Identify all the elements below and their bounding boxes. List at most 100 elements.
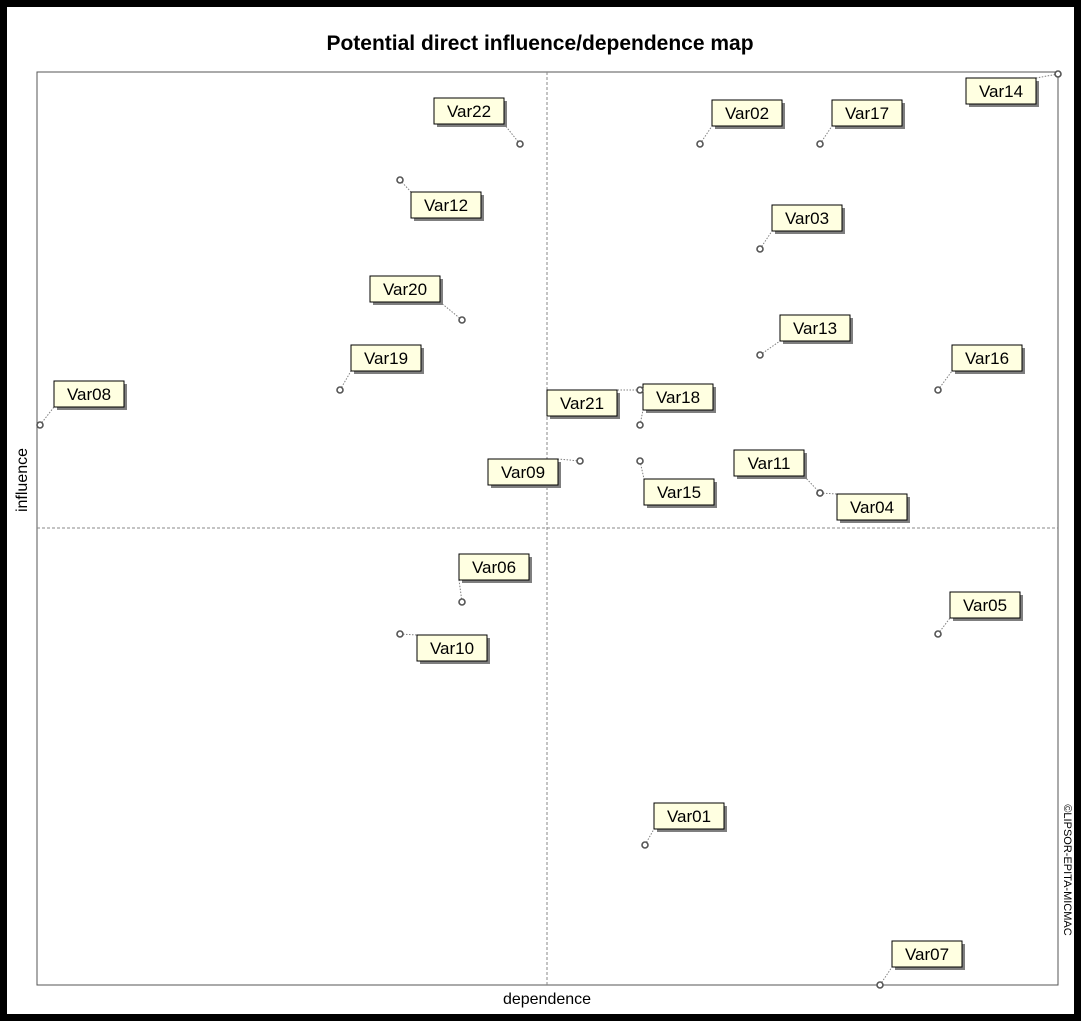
point-label: Var07 bbox=[905, 945, 949, 964]
data-point-var04: Var04 bbox=[816, 489, 910, 523]
chart-svg: Potential direct influence/dependence ma… bbox=[14, 32, 1073, 1008]
label-box bbox=[458, 553, 530, 581]
leader-line bbox=[639, 409, 644, 426]
label-box bbox=[487, 458, 559, 486]
point-label: Var22 bbox=[447, 102, 491, 121]
point-label: Var12 bbox=[424, 196, 468, 215]
leader-line bbox=[439, 301, 463, 321]
label-box bbox=[643, 478, 715, 506]
point-label: Var15 bbox=[657, 483, 701, 502]
point-marker bbox=[1054, 70, 1062, 78]
point-label: Var10 bbox=[430, 639, 474, 658]
point-marker bbox=[458, 598, 466, 606]
point-marker bbox=[396, 176, 404, 184]
data-point-var02: Var02 bbox=[696, 99, 785, 148]
data-point-var20: Var20 bbox=[369, 275, 466, 324]
point-label: Var03 bbox=[785, 209, 829, 228]
point-marker bbox=[641, 841, 649, 849]
data-point-var05: Var05 bbox=[934, 591, 1023, 638]
y-axis-label: influence bbox=[14, 448, 31, 512]
data-point-var03: Var03 bbox=[756, 204, 845, 253]
data-point-var15: Var15 bbox=[636, 457, 717, 508]
leader-line bbox=[503, 123, 521, 145]
point-marker bbox=[934, 386, 942, 394]
label-box bbox=[546, 389, 618, 417]
leader-line bbox=[759, 340, 781, 356]
data-point-var11: Var11 bbox=[733, 449, 824, 497]
label-box bbox=[891, 940, 963, 968]
point-marker bbox=[36, 421, 44, 429]
label-box bbox=[771, 204, 843, 232]
point-label: Var04 bbox=[850, 498, 894, 517]
label-box bbox=[779, 314, 851, 342]
point-label: Var17 bbox=[845, 104, 889, 123]
point-label: Var06 bbox=[472, 558, 516, 577]
label-box bbox=[965, 77, 1037, 105]
label-box bbox=[53, 380, 125, 408]
data-point-var13: Var13 bbox=[756, 314, 853, 359]
data-point-var18: Var18 bbox=[636, 383, 716, 429]
label-box bbox=[433, 97, 505, 125]
label-box bbox=[711, 99, 783, 127]
point-label: Var02 bbox=[725, 104, 769, 123]
point-label: Var11 bbox=[748, 454, 791, 473]
label-box bbox=[416, 634, 488, 662]
point-label: Var16 bbox=[965, 349, 1009, 368]
label-box bbox=[350, 344, 422, 372]
point-label: Var19 bbox=[364, 349, 408, 368]
point-marker bbox=[636, 457, 644, 465]
data-point-var16: Var16 bbox=[934, 344, 1025, 394]
label-box bbox=[410, 191, 482, 219]
copyright-notice: ©LIPSOR-EPITA-MICMAC bbox=[1061, 804, 1073, 935]
point-marker bbox=[458, 316, 466, 324]
data-point-var17: Var17 bbox=[816, 99, 905, 148]
chart-title: Potential direct influence/dependence ma… bbox=[326, 32, 753, 55]
data-point-var09: Var09 bbox=[487, 457, 584, 488]
data-point-var06: Var06 bbox=[458, 553, 532, 606]
label-box bbox=[836, 493, 908, 521]
label-box bbox=[831, 99, 903, 127]
point-label: Var21 bbox=[560, 394, 604, 413]
point-marker bbox=[696, 140, 704, 148]
x-axis-label: dependence bbox=[503, 991, 591, 1008]
label-box bbox=[642, 383, 714, 411]
point-marker bbox=[816, 140, 824, 148]
point-label: Var20 bbox=[383, 280, 427, 299]
data-point-var22: Var22 bbox=[433, 97, 524, 148]
point-label: Var05 bbox=[963, 596, 1007, 615]
data-point-var21: Var21 bbox=[546, 386, 644, 419]
label-box bbox=[653, 802, 725, 830]
point-marker bbox=[756, 245, 764, 253]
point-label: Var14 bbox=[979, 82, 1023, 101]
point-label: Var08 bbox=[67, 385, 111, 404]
point-label: Var09 bbox=[501, 463, 545, 482]
point-label: Var18 bbox=[656, 388, 700, 407]
label-box bbox=[949, 591, 1021, 619]
data-point-var10: Var10 bbox=[396, 630, 490, 664]
leader-line bbox=[39, 406, 55, 426]
label-box bbox=[951, 344, 1023, 372]
point-marker bbox=[336, 386, 344, 394]
point-marker bbox=[636, 386, 644, 394]
point-marker bbox=[876, 981, 884, 989]
label-box bbox=[733, 449, 805, 477]
points-layer: Var01 Var02 Var03 Var04 Var05 Var06 Var07 Var08… bbox=[36, 70, 1062, 989]
point-marker bbox=[576, 457, 584, 465]
point-marker bbox=[516, 140, 524, 148]
data-point-var08: Var08 bbox=[36, 380, 127, 429]
point-label: Var13 bbox=[793, 319, 837, 338]
data-point-var01: Var01 bbox=[641, 802, 727, 849]
leader-line bbox=[937, 370, 953, 391]
point-marker bbox=[396, 630, 404, 638]
data-point-var12: Var12 bbox=[396, 176, 484, 221]
point-marker bbox=[816, 489, 824, 497]
data-point-var07: Var07 bbox=[876, 940, 965, 989]
data-point-var19: Var19 bbox=[336, 344, 424, 394]
label-box bbox=[369, 275, 441, 303]
point-marker bbox=[934, 630, 942, 638]
point-marker bbox=[636, 421, 644, 429]
point-marker bbox=[756, 351, 764, 359]
point-label: Var01 bbox=[667, 807, 711, 826]
data-point-var14: Var14 bbox=[965, 70, 1062, 107]
